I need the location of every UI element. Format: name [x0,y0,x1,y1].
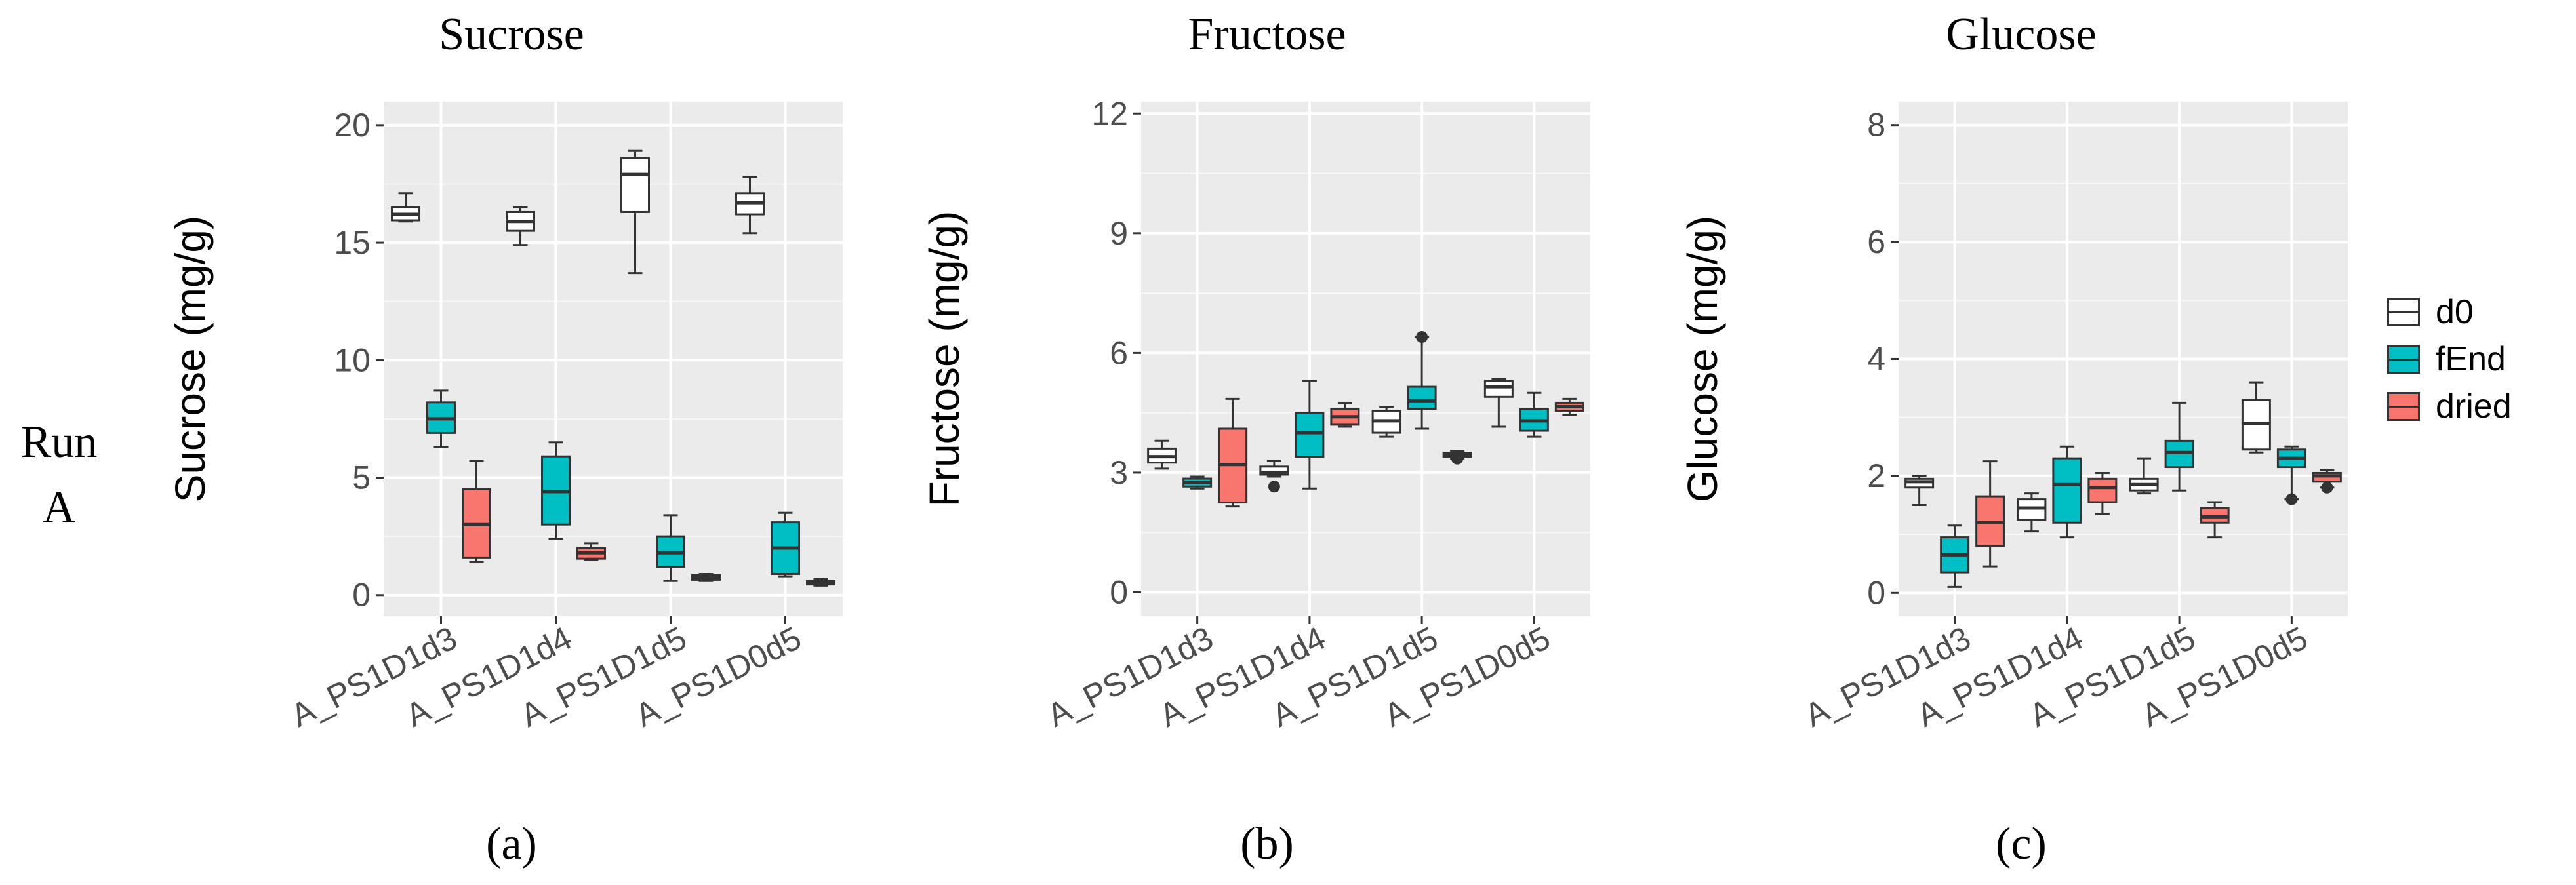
box-dried [691,572,721,582]
legend-key-fend [2387,345,2420,374]
y-tick-label: 12 [1091,95,1128,132]
box-dried [1218,397,1248,508]
legend: d0 fEnd dried [2387,288,2512,430]
y-tick-label: 10 [334,342,371,378]
legend-key-dried [2387,392,2420,421]
chart-title: Glucose [1946,9,2096,60]
box-d0 [391,192,420,223]
y-tick-label: 5 [352,460,371,496]
box-fend [656,514,685,582]
box-d0 [1483,378,1514,428]
legend-item-dried: dried [2387,383,2512,430]
y-tick-label: 6 [1110,334,1128,371]
legend-item-fend: fEnd [2387,336,2512,383]
box-d0 [735,176,765,235]
panel-label: (c) [1996,819,2047,869]
box-dried [2312,469,2342,494]
panel-2: 036912A_PS1D1d3A_PS1D1d4A_PS1D1d5A_PS1D0… [921,9,1590,869]
outlier-point [2321,481,2333,494]
box-iqr [2052,457,2082,524]
outlier-point [1451,452,1464,465]
panel-1: 05101520A_PS1D1d3A_PS1D1d4A_PS1D1d5A_PS1… [167,9,843,869]
y-tick-label: 6 [1867,224,1885,260]
box-d0 [2241,381,2271,454]
box-dried [462,460,491,564]
legend-label-dried: dried [2436,387,2512,425]
box-d0 [506,206,535,246]
legend-item-d0: d0 [2387,288,2512,336]
box-iqr [620,157,650,213]
run-label-line1: Run [20,417,98,467]
box-d0 [1904,475,1935,507]
box-d0 [2129,457,2159,495]
box-dried [576,542,606,561]
y-tick-label: 20 [334,107,371,144]
y-tick-label: 3 [1110,454,1128,491]
panel-3: 02468A_PS1D1d3A_PS1D1d4A_PS1D1d5A_PS1D0d… [1679,9,2348,869]
box-fend [541,441,571,540]
box-d0 [620,149,650,275]
panel-label: (b) [1240,819,1294,869]
box-dried [2200,501,2230,539]
box-d0 [2017,492,2047,533]
box-dried [1442,449,1472,465]
box-dried [1975,460,2005,568]
panel-label: (a) [486,819,537,869]
chart-title: Fructose [1188,9,1346,60]
legend-label-fend: fEnd [2436,340,2506,378]
box-fend [426,389,456,448]
box-iqr [1407,385,1437,410]
y-tick-label: 8 [1867,107,1885,144]
box-fend [771,511,800,578]
box-fend [1182,475,1213,490]
y-tick-label: 0 [1867,574,1885,611]
box-fend [1407,331,1437,430]
box-dried [1330,401,1360,428]
y-tick-label: 15 [334,224,371,261]
y-tick-label: 9 [1110,215,1128,252]
box-fend [2276,445,2306,505]
outlier-point [1268,481,1280,493]
box-iqr [1295,412,1325,458]
outlier-point [2285,493,2298,505]
legend-key-d0 [2387,298,2420,326]
box-d0 [1259,460,1289,493]
y-tick-label: 4 [1867,341,1885,378]
box-dried [2087,471,2118,515]
y-tick-label: 0 [352,577,371,614]
y-tick-label: 2 [1867,458,1885,494]
y-tick-label: 0 [1110,574,1128,610]
box-fend [1295,380,1325,490]
box-dried [1554,397,1584,416]
box-d0 [1371,406,1401,438]
y-axis-label: Fructose (mg/g) [921,211,968,507]
box-fend [2164,401,2194,492]
box-fend [1519,391,1549,438]
y-axis-label: Glucose (mg/g) [1679,216,1726,502]
run-label-line2: A [42,482,76,533]
box-dried [806,578,835,587]
legend-label-d0: d0 [2436,293,2474,331]
chart-title: Sucrose [439,9,584,60]
plot-background [1141,102,1590,616]
outlier-point [1416,331,1428,344]
box-iqr [1483,380,1514,398]
box-d0 [1147,439,1177,470]
box-fend [2052,445,2082,539]
box-iqr [2087,477,2118,503]
box-fend [1940,524,1970,588]
y-axis-label: Sucrose (mg/g) [167,216,214,502]
